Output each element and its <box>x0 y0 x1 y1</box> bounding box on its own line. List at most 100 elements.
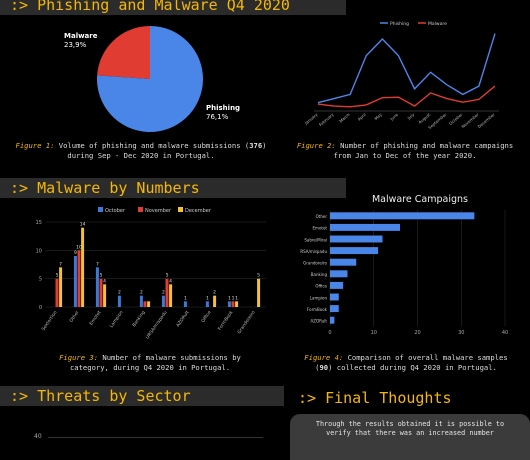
gbar-legend-label-october: October <box>105 208 126 214</box>
hbar-x-tick: 30 <box>458 330 464 336</box>
pie-label-malware: Malware <box>64 32 98 40</box>
gbar-data-label: 4 <box>169 278 172 284</box>
line-tick-label: June <box>388 112 399 122</box>
section-banner-threats-sector: :> Threats by Sector <box>0 386 284 406</box>
caption-figure-1-text: Volume of phishing and malware submissio… <box>54 141 250 150</box>
gbar-bar <box>139 295 143 307</box>
gbar-bar <box>143 301 147 307</box>
gbar-legend-swatch-october <box>98 207 103 212</box>
hbar-bar <box>330 235 383 243</box>
gbar-bar <box>227 301 231 307</box>
pie-value-malware: 23,9% <box>64 41 87 49</box>
line-series-phishing <box>317 33 496 104</box>
caption-figure-4: Figure 4: Comparison of overall malware … <box>298 353 514 373</box>
line-legend-label-phishing: Phishing <box>390 21 409 27</box>
gbar-data-label: 2 <box>162 290 165 296</box>
hbar-tick-label: Office <box>315 284 327 289</box>
gbar-bar <box>161 295 165 307</box>
caption-figure-2-label: Figure 2: <box>296 141 336 150</box>
hbar-tick-label: Emotet <box>313 226 328 231</box>
gbar-bar <box>81 227 85 307</box>
gbar-tick-label: Banking <box>131 310 146 329</box>
threats-chart-gridline <box>48 437 263 438</box>
hbar-bar <box>330 258 357 266</box>
gbar-data-label: 5 <box>56 273 59 279</box>
gbar-tick-label: Other <box>68 310 80 324</box>
gbar-y-tick: 0 <box>39 305 42 311</box>
gbar-data-label: 2 <box>140 290 143 296</box>
gbar-data-label: 7 <box>59 261 62 267</box>
line-series-malware <box>317 85 496 108</box>
hbar-bar <box>330 212 475 220</box>
line-tick-label: July <box>406 112 416 122</box>
caption-figure-3-label: Figure 3: <box>59 353 99 362</box>
horizontal-bar-chart: Malware Campaigns 0 10 20 30 40 Other Emotet Sab… <box>300 194 508 336</box>
caption-figure-1-count: 376 <box>249 141 263 150</box>
gbar-bar <box>147 301 151 307</box>
caption-figure-4-label: Figure 4: <box>304 353 344 362</box>
hbar-bar <box>330 305 339 313</box>
gbar-tick-label: URSA/mispadu <box>145 310 169 341</box>
gbar-data-label: 1 <box>228 295 231 301</box>
caption-figure-1-text2: ) during Sep - Dec 2020 in Portugal. <box>67 141 267 160</box>
gbar-tick-label: Grandoreiro <box>236 310 256 336</box>
gbar-bar <box>235 301 239 307</box>
line-tick-label: March <box>338 112 351 124</box>
gbar-data-label: 2 <box>118 290 121 296</box>
pie-label-phishing: Phishing <box>206 104 240 112</box>
hbar-tick-label: URSA/mispadu <box>300 249 327 254</box>
gbar-bar <box>183 301 187 307</box>
gbar-tick-label: Sextortion <box>40 310 58 333</box>
final-thoughts-title: :> Final Thoughts <box>298 389 452 407</box>
caption-figure-4-text2: ) collected during Q4 2020 in Portugal. <box>328 363 497 372</box>
line-tick-label: February <box>318 112 335 128</box>
caption-figure-2-text: Number of phishing and malware campaigns… <box>333 141 514 160</box>
line-tick-label: December <box>477 112 496 129</box>
gbar-y-tick: 10 <box>36 248 42 254</box>
gbar-bar <box>213 295 217 307</box>
gbar-data-label: 7 <box>96 261 99 267</box>
pie-slice-malware <box>97 26 150 79</box>
gbar-legend-swatch-november <box>138 207 143 212</box>
hbar-x-tick: 0 <box>328 330 331 336</box>
hbar-x-tick: 40 <box>502 330 508 336</box>
line-tick-label: May <box>373 112 383 122</box>
hbar-bar <box>330 281 344 289</box>
caption-figure-4-text: Comparison of overall malware samples ( <box>315 353 508 372</box>
gbar-bar <box>55 278 59 307</box>
hbar-bar <box>330 223 400 231</box>
hbar-x-tick: 10 <box>371 330 377 336</box>
hbar-title: Malware Campaigns <box>372 194 468 205</box>
caption-figure-4-count: 90 <box>319 363 329 372</box>
gbar-data-label: 4 <box>103 278 106 284</box>
hbar-tick-label: AZORult <box>311 319 328 324</box>
line-legend-label-malware: Malware <box>428 21 447 27</box>
caption-figure-1: Figure 1: Volume of phishing and malware… <box>10 141 272 161</box>
threats-chart-tick-label: 40 <box>34 433 42 440</box>
section-banner-malware-numbers: :> Malware by Numbers <box>0 178 346 198</box>
gbar-bar <box>73 256 77 307</box>
gbar-y-tick: 15 <box>36 220 42 226</box>
gbar-bar <box>103 284 107 307</box>
gbar-bar <box>165 278 169 307</box>
hbar-x-tick: 20 <box>414 330 420 336</box>
hbar-tick-label: Lampion <box>310 295 328 300</box>
caption-figure-3-text: Number of malware submissions by categor… <box>69 353 241 372</box>
gbar-data-label: 5 <box>257 273 260 279</box>
grouped-bar-chart: October November December05101557Sextortio… <box>36 207 266 341</box>
gbar-data-label: 5 <box>166 273 169 279</box>
line-chart: Phishing Malware January February March April… <box>303 21 499 130</box>
gbar-legend-label-december: December <box>185 208 212 214</box>
gbar-tick-label: Lampion <box>109 310 125 329</box>
gbar-bar <box>117 295 121 307</box>
pie-value-phishing: 76,1% <box>206 113 229 121</box>
gbar-bar <box>257 278 261 307</box>
gbar-bar <box>169 284 173 307</box>
gbar-legend-label-november: November <box>145 208 172 214</box>
gbar-bar <box>95 267 99 307</box>
caption-figure-3: Figure 3: Number of malware submissions … <box>40 353 260 373</box>
line-tick-label: August <box>417 112 431 125</box>
pie-slice-phishing <box>97 26 203 132</box>
line-tick-label: January <box>303 112 319 127</box>
